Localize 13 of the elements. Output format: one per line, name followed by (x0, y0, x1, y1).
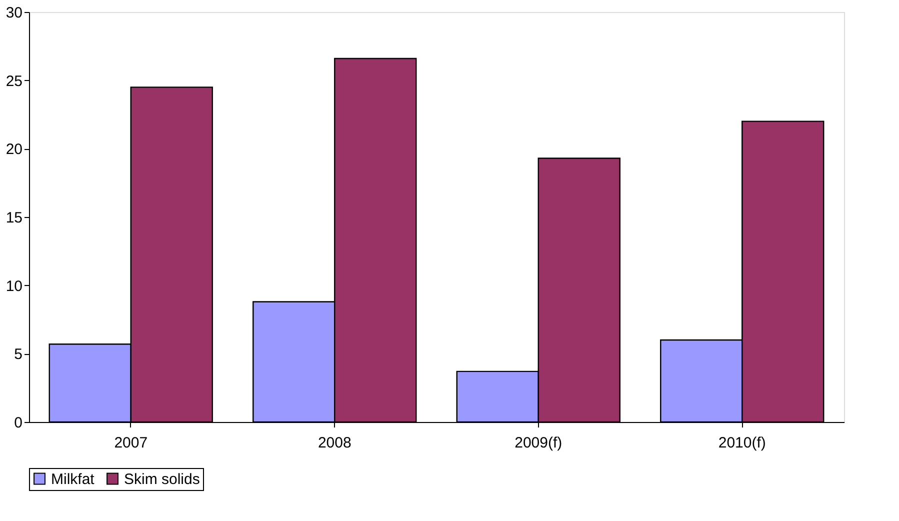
y-tick-label: 30 (6, 4, 22, 22)
y-tick-label: 25 (6, 72, 22, 90)
legend-label: Milkfat (51, 470, 96, 488)
y-tick-label: 10 (6, 278, 22, 295)
x-tick-label: 2007 (114, 434, 148, 452)
y-tick-label: 15 (6, 210, 22, 226)
x-tick-label: 2010(f) (718, 434, 766, 452)
x-tick-label: 2008 (318, 434, 352, 452)
x-tick-label: 2009(f) (514, 434, 562, 452)
y-tick-label: 20 (6, 141, 22, 158)
y-tick-label: 0 (14, 414, 22, 432)
legend-label: Skim solids (124, 470, 200, 488)
y-tick-label: 5 (14, 346, 22, 364)
